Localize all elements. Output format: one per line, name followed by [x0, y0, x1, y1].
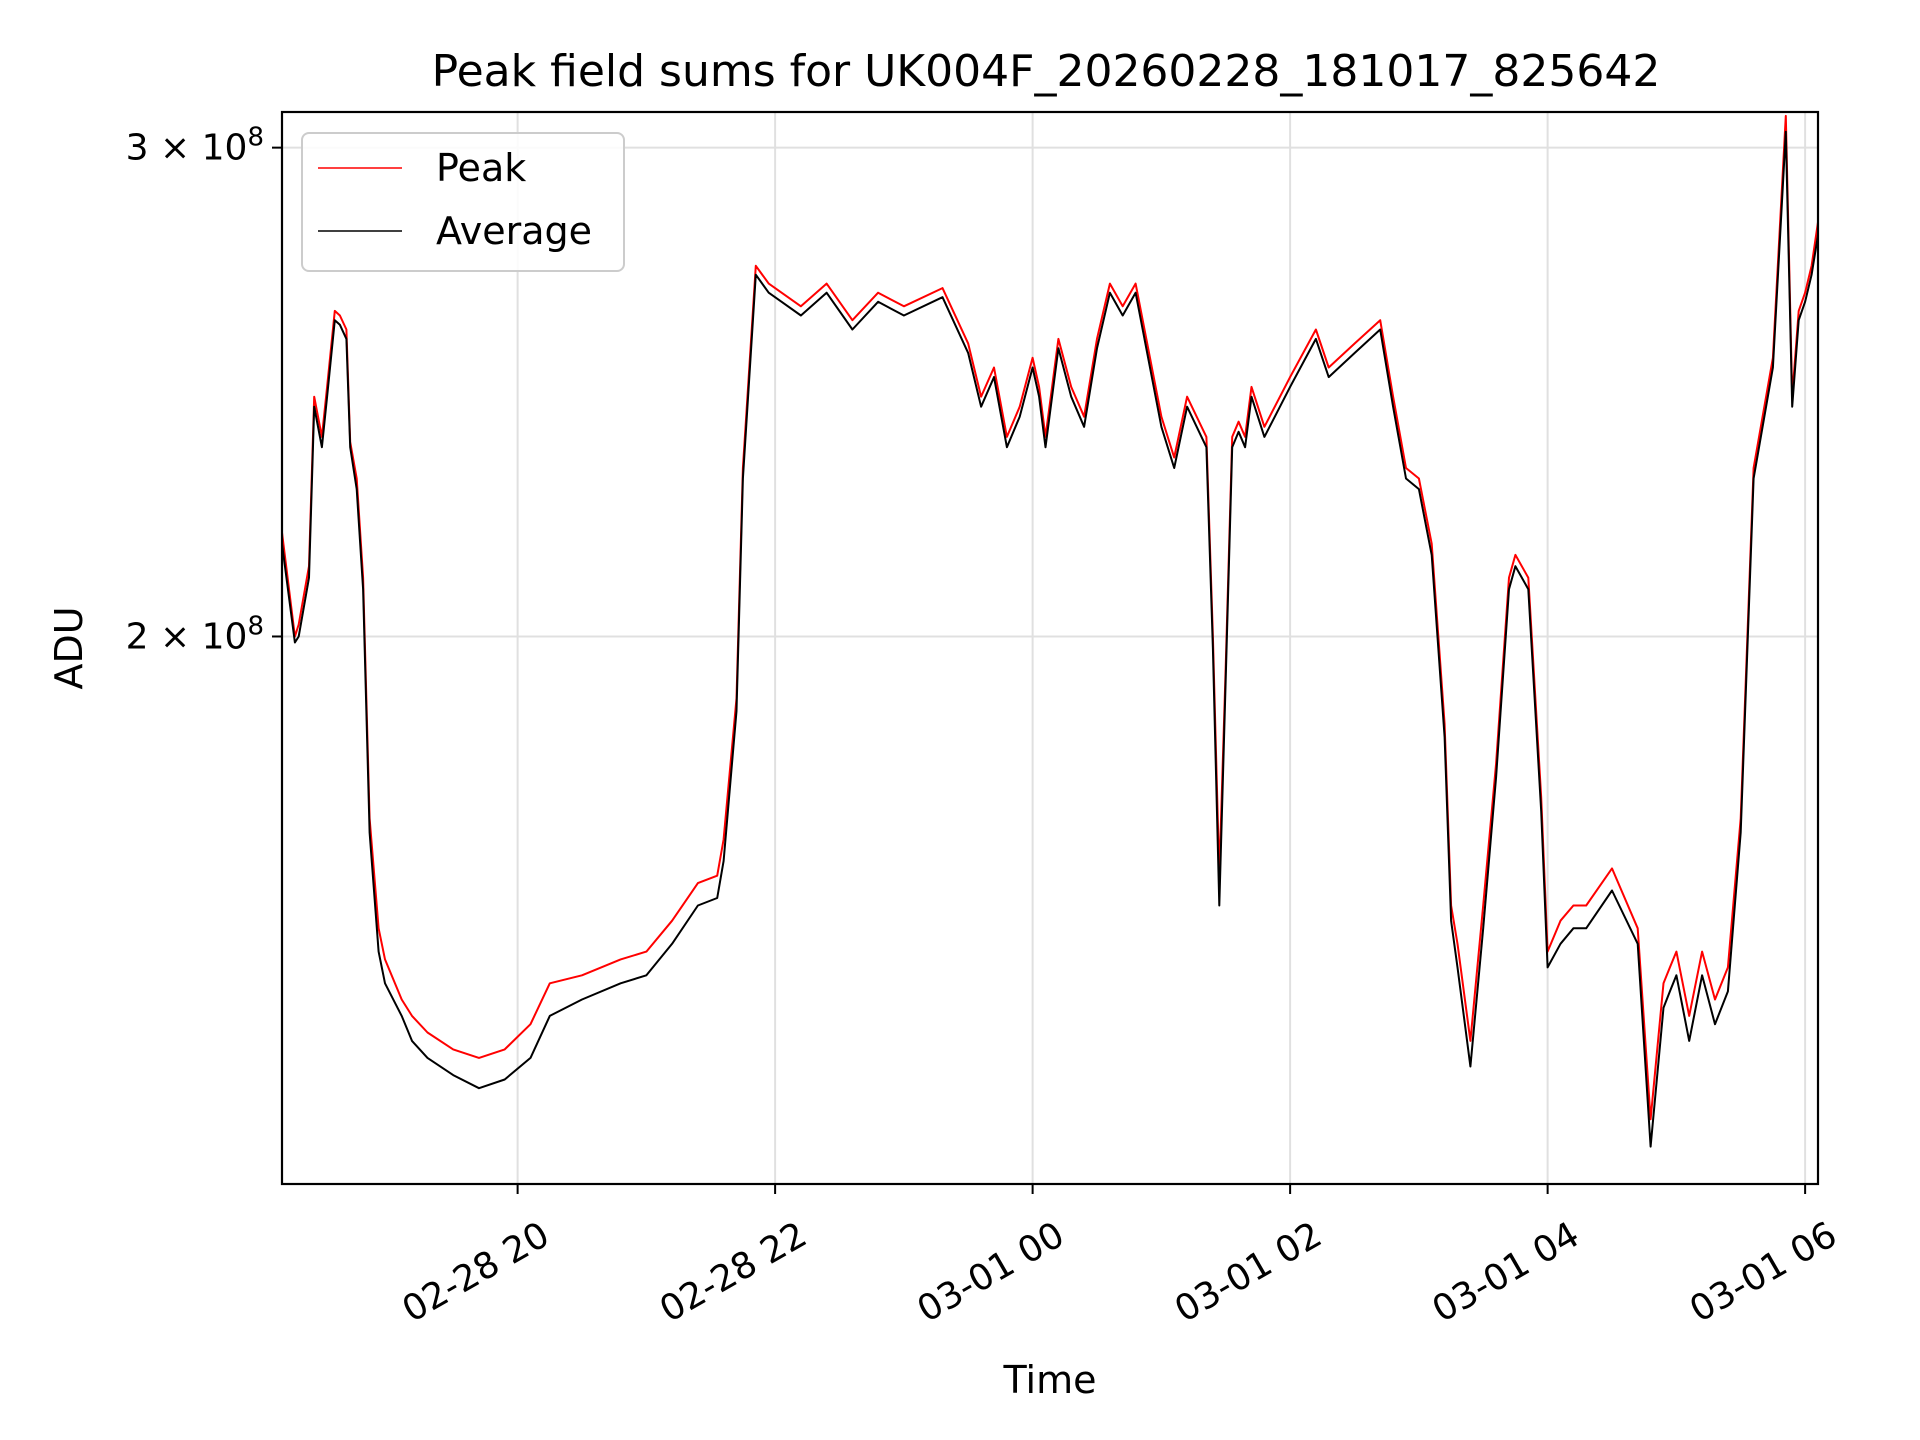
plot-frame — [280, 110, 1820, 1186]
x-axis-label: Time — [1003, 1358, 1097, 1402]
y-tick-label: 2 × 108 — [126, 611, 264, 657]
y-axis: 2 × 108 3 × 108 — [126, 123, 282, 657]
series-line-peak — [281, 114, 1819, 1121]
x-tick-label: 02-28 22 — [653, 1214, 814, 1330]
x-tick-label: 03-01 00 — [911, 1214, 1072, 1330]
legend-label-average: Average — [436, 209, 592, 253]
series-line-average — [281, 130, 1819, 1148]
x-tick-label: 02-28 20 — [396, 1214, 557, 1330]
chart-title: Peak field sums for UK004F_20260228_1810… — [432, 46, 1661, 97]
x-tick-label: 03-01 04 — [1426, 1214, 1587, 1330]
legend-label-peak: Peak — [436, 146, 526, 190]
y-axis-label: ADU — [47, 606, 91, 689]
legend: Peak Average — [301, 132, 625, 272]
grid — [282, 112, 1818, 1184]
x-tick-label: 03-01 02 — [1168, 1214, 1329, 1330]
series-layer — [281, 114, 1819, 1148]
x-axis: 02-28 20 02-28 22 03-01 00 03-01 02 03-01 04… — [396, 1184, 1844, 1331]
x-tick-label: 03-01 06 — [1683, 1214, 1844, 1330]
y-tick-label: 3 × 108 — [126, 123, 264, 169]
